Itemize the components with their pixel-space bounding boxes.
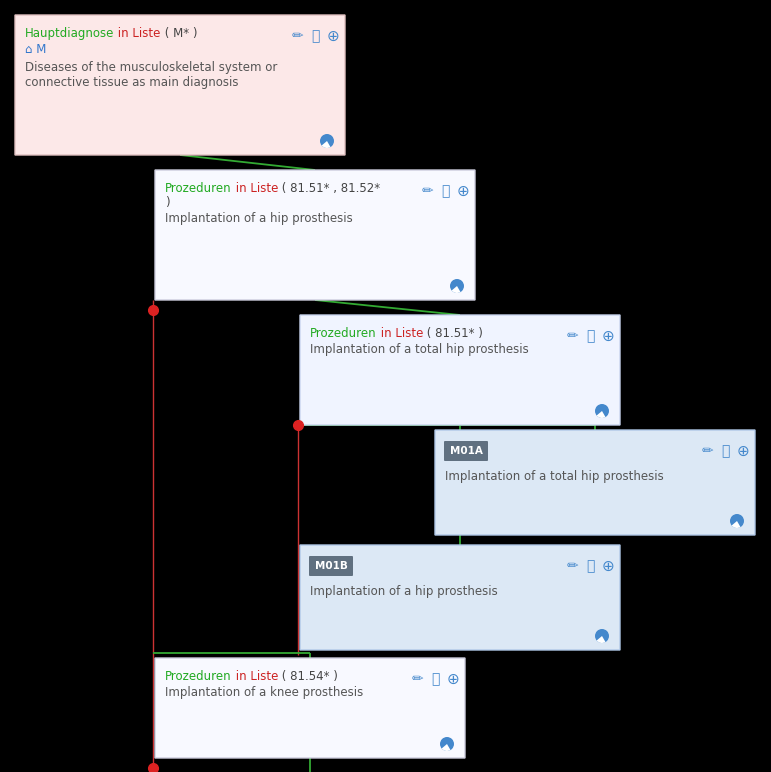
Circle shape (440, 737, 454, 751)
Text: Implantation of a total hip prosthesis: Implantation of a total hip prosthesis (310, 343, 529, 356)
Text: in Liste: in Liste (231, 182, 278, 195)
Text: ⊕: ⊕ (446, 672, 460, 687)
Text: Prozeduren: Prozeduren (165, 182, 231, 195)
Text: ⊕: ⊕ (601, 559, 614, 574)
Text: ⌂ M: ⌂ M (25, 43, 46, 56)
FancyBboxPatch shape (444, 441, 488, 461)
Text: ⊕: ⊕ (601, 329, 614, 344)
Text: Prozeduren: Prozeduren (165, 670, 231, 683)
Wedge shape (732, 521, 740, 528)
FancyBboxPatch shape (300, 545, 620, 650)
Text: ( M* ): ( M* ) (160, 27, 197, 40)
Text: 🗑: 🗑 (586, 329, 594, 343)
Text: ✏: ✏ (566, 559, 577, 573)
Text: Implantation of a hip prosthesis: Implantation of a hip prosthesis (165, 212, 353, 225)
Text: ✏: ✏ (566, 329, 577, 343)
Wedge shape (597, 411, 605, 418)
FancyBboxPatch shape (300, 315, 620, 425)
Text: Prozeduren: Prozeduren (310, 327, 376, 340)
Circle shape (450, 279, 464, 293)
Text: ( 81.51* ): ( 81.51* ) (423, 327, 483, 340)
Text: ✏: ✏ (421, 184, 433, 198)
Text: ⊕: ⊕ (327, 29, 339, 44)
Text: ✏: ✏ (291, 29, 303, 43)
Circle shape (320, 134, 334, 148)
Text: in Liste: in Liste (376, 327, 423, 340)
Circle shape (595, 404, 609, 418)
Text: Hauptdiagnose: Hauptdiagnose (25, 27, 114, 40)
Text: ): ) (165, 196, 170, 209)
FancyBboxPatch shape (15, 15, 345, 155)
Text: ✏: ✏ (411, 672, 423, 686)
Text: ✏: ✏ (701, 444, 713, 458)
Text: in Liste: in Liste (231, 670, 278, 683)
Text: in Liste: in Liste (114, 27, 160, 40)
Text: Implantation of a total hip prosthesis: Implantation of a total hip prosthesis (445, 470, 664, 483)
Wedge shape (452, 286, 460, 293)
Wedge shape (597, 636, 605, 643)
FancyBboxPatch shape (155, 658, 465, 758)
Text: ⊕: ⊕ (736, 444, 749, 459)
FancyBboxPatch shape (155, 170, 475, 300)
Text: 🗑: 🗑 (441, 184, 449, 198)
Text: 🗑: 🗑 (311, 29, 319, 43)
Wedge shape (442, 744, 450, 751)
Text: Implantation of a hip prosthesis: Implantation of a hip prosthesis (310, 585, 498, 598)
Text: Implantation of a knee prosthesis: Implantation of a knee prosthesis (165, 686, 363, 699)
Text: M01B: M01B (315, 561, 348, 571)
Text: 🗑: 🗑 (586, 559, 594, 573)
FancyBboxPatch shape (435, 430, 755, 535)
Text: M01A: M01A (449, 446, 483, 456)
Text: ( 81.51* , 81.52*: ( 81.51* , 81.52* (278, 182, 380, 195)
Text: 🗑: 🗑 (721, 444, 729, 458)
Text: Diseases of the musculoskeletal system or
connective tissue as main diagnosis: Diseases of the musculoskeletal system o… (25, 61, 278, 89)
FancyBboxPatch shape (309, 556, 353, 576)
Circle shape (730, 514, 744, 528)
Text: ( 81.54* ): ( 81.54* ) (278, 670, 338, 683)
Circle shape (595, 629, 609, 643)
Text: 🗑: 🗑 (431, 672, 439, 686)
Text: ⊕: ⊕ (456, 184, 470, 199)
Wedge shape (322, 141, 331, 148)
